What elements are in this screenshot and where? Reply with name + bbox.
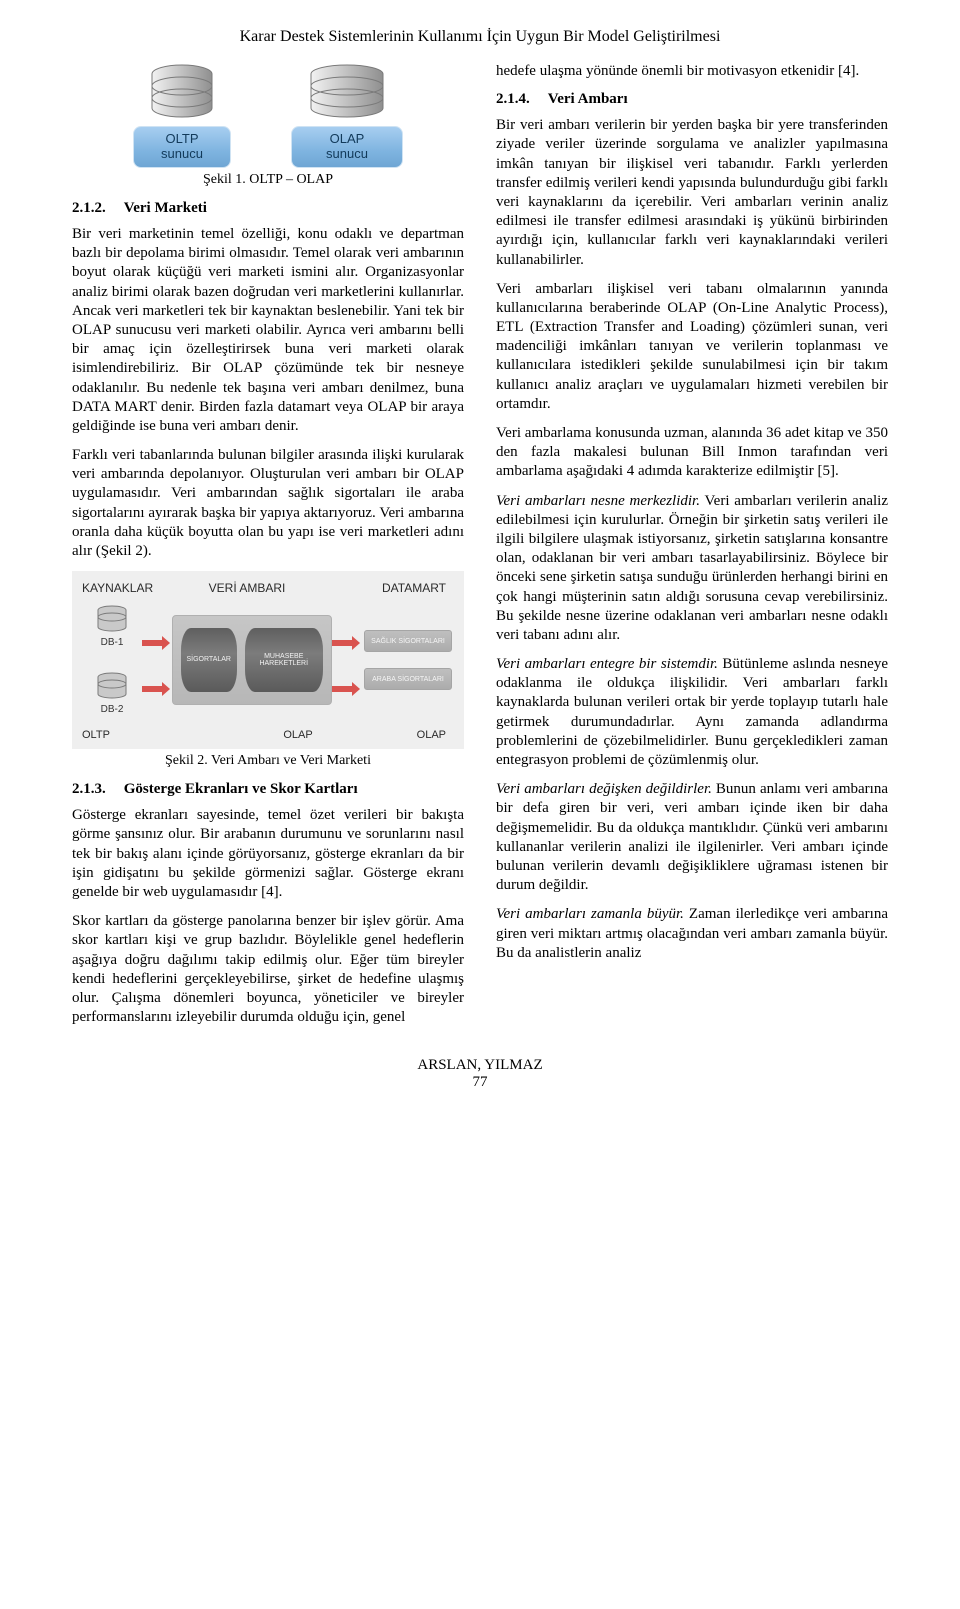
fig2-warehouse: SİGORTALAR MUHASEBE HAREKETLERİ	[172, 615, 332, 705]
paragraph: Skor kartları da gösterge panolarına ben…	[72, 912, 464, 1027]
fig2-arrows-right	[332, 626, 362, 694]
database-icon	[147, 64, 217, 122]
lead-body: Bütünleme aslında nesneye odaklanma ile …	[496, 656, 888, 768]
arrow-right-icon	[332, 638, 360, 648]
lead-italic: Veri ambarları entegre bir sistemdir.	[496, 656, 718, 672]
paragraph: Veri ambarları nesne merkezlidir. Veri a…	[496, 492, 888, 646]
figure-2-caption: Şekil 2. Veri Ambarı ve Veri Marketi	[72, 753, 464, 769]
fig2-mart-2: ARABA SİGORTALARI	[364, 668, 452, 690]
oltp-stack: OLTP sunucu	[133, 64, 231, 168]
fig2-footer-olap-a: OLAP	[246, 729, 350, 741]
fig2-db2: DB-2	[95, 672, 129, 715]
two-column-layout: OLTP sunucu	[72, 62, 888, 1037]
fig2-header-sources: KAYNAKLAR	[82, 581, 162, 595]
oltp-label-top: OLTP	[166, 132, 199, 147]
arrow-right-icon	[142, 684, 170, 694]
fig2-db1: DB-1	[95, 605, 129, 648]
figure-2-headers: KAYNAKLAR VERİ AMBARI DATAMART	[82, 581, 454, 595]
section-213-heading: 2.1.3. Gösterge Ekranları ve Skor Kartla…	[72, 781, 464, 798]
section-212-heading: 2.1.2. Veri Marketi	[72, 200, 464, 217]
running-title: Karar Destek Sistemlerinin Kullanımı İçi…	[72, 28, 888, 46]
fig2-header-warehouse: VERİ AMBARI	[162, 581, 332, 595]
lead-italic: Veri ambarları nesne merkezlidir.	[496, 493, 700, 509]
oltp-label-bot: sunucu	[161, 147, 203, 162]
fig2-footer-oltp: OLTP	[82, 729, 142, 741]
lead-italic: Veri ambarları zamanla büyür.	[496, 906, 684, 922]
paragraph: Farklı veri tabanlarında bulunan bilgile…	[72, 446, 464, 561]
paragraph: Veri ambarlama konusunda uzman, alanında…	[496, 424, 888, 482]
lead-body: Veri ambarları verilerin analiz edilebil…	[496, 493, 888, 643]
database-icon	[95, 605, 129, 635]
paragraph: Veri ambarları ilişkisel veri tabanı olm…	[496, 280, 888, 414]
section-number: 2.1.4.	[496, 91, 530, 108]
database-icon	[306, 64, 388, 122]
right-column: hedefe ulaşma yönünde önemli bir motivas…	[496, 62, 888, 1037]
figure-2-warehouse-mart: KAYNAKLAR VERİ AMBARI DATAMART DB-1	[72, 571, 464, 749]
olap-stack: OLAP sunucu	[291, 64, 403, 168]
paragraph: Veri ambarları değişken değildirler. Bun…	[496, 780, 888, 895]
paragraph: Veri ambarları entegre bir sistemdir. Bü…	[496, 655, 888, 770]
fig2-arrows-left	[142, 626, 172, 694]
section-number: 2.1.2.	[72, 200, 106, 217]
footer-authors: ARSLAN, YILMAZ	[72, 1057, 888, 1074]
paragraph: Bir veri marketinin temel özelliği, konu…	[72, 225, 464, 436]
fig2-db1-label: DB-1	[101, 637, 124, 648]
paragraph: Veri ambarları zamanla büyür. Zaman iler…	[496, 905, 888, 963]
arrow-right-icon	[142, 638, 170, 648]
figure-1-oltp-olap: OLTP sunucu	[72, 64, 464, 168]
page-root: Karar Destek Sistemlerinin Kullanımı İçi…	[0, 0, 960, 1131]
database-icon	[95, 672, 129, 702]
page-footer: ARSLAN, YILMAZ 77	[72, 1057, 888, 1091]
fig2-footer: OLTP OLAP OLAP	[82, 729, 454, 741]
figure-2-body: DB-1 DB-2	[82, 605, 454, 715]
lead-body: Bunun anlamı veri ambarına bir defa gire…	[496, 781, 888, 893]
fig2-silo-2: MUHASEBE HAREKETLERİ	[245, 628, 324, 692]
paragraph: hedefe ulaşma yönünde önemli bir motivas…	[496, 62, 888, 81]
paragraph: Gösterge ekranları sayesinde, temel özet…	[72, 806, 464, 902]
oltp-label-plinth: OLTP sunucu	[133, 126, 231, 168]
fig2-marts-col: SAĞLIK SİGORTALARI ARABA SİGORTALARI	[362, 630, 452, 690]
fig2-db2-label: DB-2	[101, 704, 124, 715]
section-title: Gösterge Ekranları ve Skor Kartları	[124, 781, 358, 798]
olap-label-bot: sunucu	[326, 147, 368, 162]
fig2-mart-1: SAĞLIK SİGORTALARI	[364, 630, 452, 652]
fig2-header-mart: DATAMART	[332, 581, 452, 595]
left-column: OLTP sunucu	[72, 62, 464, 1037]
figure-1-caption: Şekil 1. OLTP – OLAP	[72, 172, 464, 188]
section-title: Veri Ambarı	[548, 91, 628, 108]
olap-label-plinth: OLAP sunucu	[291, 126, 403, 168]
section-214-heading: 2.1.4. Veri Ambarı	[496, 91, 888, 108]
olap-label-top: OLAP	[330, 132, 365, 147]
paragraph: Bir veri ambarı verilerin bir yerden baş…	[496, 116, 888, 270]
section-title: Veri Marketi	[124, 200, 207, 217]
fig2-footer-olap-b: OLAP	[350, 729, 454, 741]
lead-italic: Veri ambarları değişken değildirler.	[496, 781, 712, 797]
fig2-silo-1: SİGORTALAR	[181, 628, 237, 692]
arrow-right-icon	[332, 684, 360, 694]
footer-page-number: 77	[72, 1074, 888, 1091]
fig2-sources-col: DB-1 DB-2	[82, 605, 142, 715]
section-number: 2.1.3.	[72, 781, 106, 798]
